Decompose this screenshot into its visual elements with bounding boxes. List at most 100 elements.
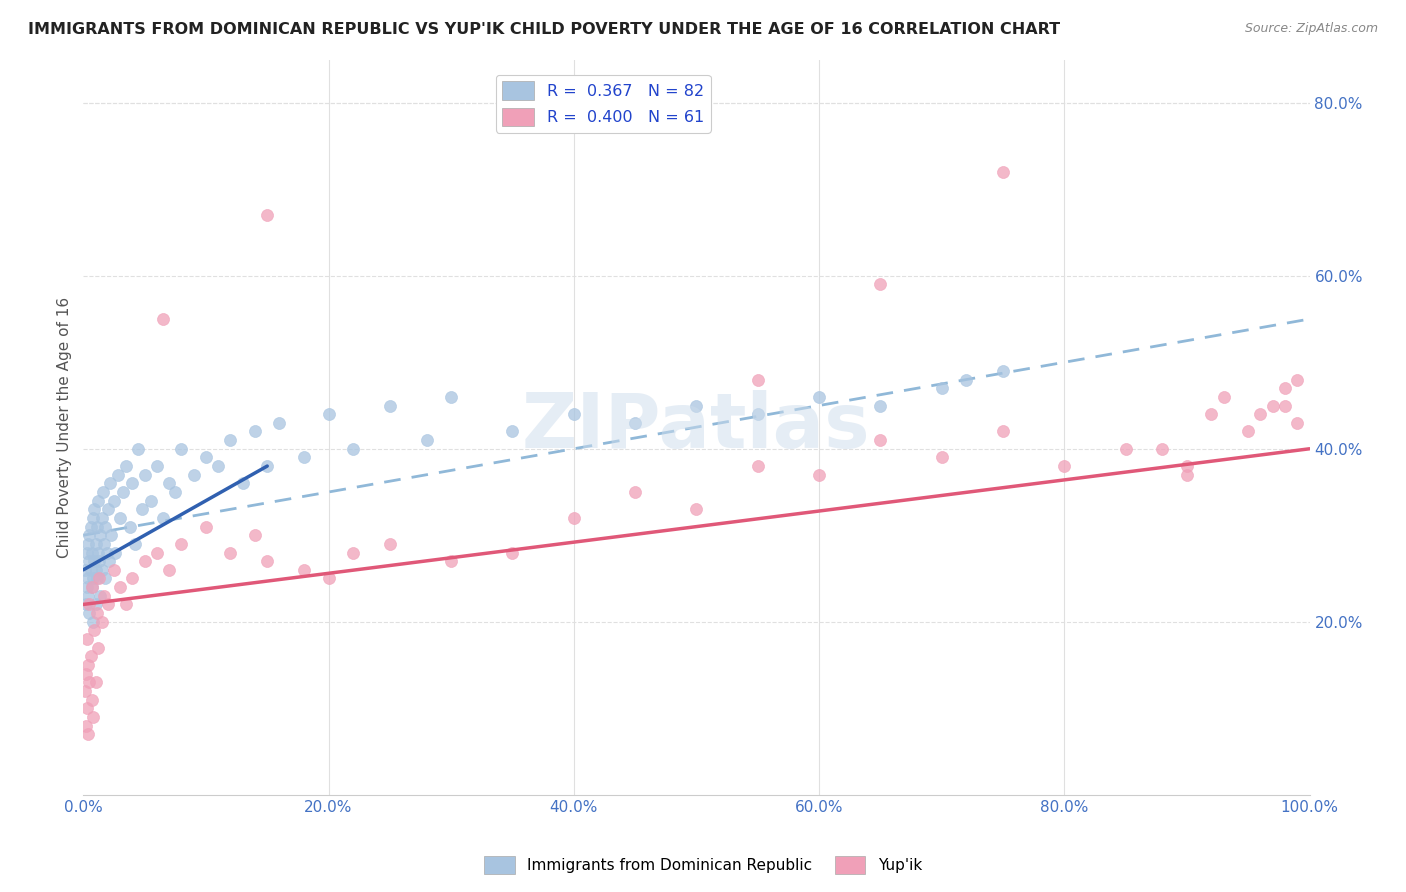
Point [1053, 458, 1076, 473]
Y-axis label: Child Poverty Under the Age of 16: Child Poverty Under the Age of 16 [58, 296, 72, 558]
Point [98, 554, 121, 568]
Point [991, 425, 1014, 439]
Point [134, 467, 156, 482]
Point [127, 442, 149, 456]
Point [562, 511, 585, 525]
Point [808, 467, 831, 482]
Point [124, 537, 146, 551]
Point [685, 502, 707, 516]
Point [146, 458, 169, 473]
Point [170, 442, 193, 456]
Point [256, 458, 278, 473]
Point [440, 390, 463, 404]
Point [86, 519, 108, 533]
Point [118, 519, 141, 533]
Point [134, 554, 156, 568]
Point [378, 537, 401, 551]
Point [869, 433, 891, 447]
Point [111, 485, 134, 500]
Point [931, 450, 953, 465]
Point [93, 537, 115, 551]
Point [685, 399, 707, 413]
Point [108, 511, 131, 525]
Point [82, 511, 104, 525]
Point [440, 554, 463, 568]
Point [89, 572, 111, 586]
Point [107, 467, 129, 482]
Point [955, 373, 977, 387]
Point [931, 381, 953, 395]
Point [79, 528, 101, 542]
Point [415, 433, 437, 447]
Point [624, 416, 647, 430]
Point [170, 537, 193, 551]
Point [83, 624, 105, 638]
Point [89, 554, 111, 568]
Point [97, 598, 120, 612]
Point [342, 442, 364, 456]
Point [79, 519, 101, 533]
Point [93, 589, 115, 603]
Point [100, 528, 122, 542]
Point [292, 450, 315, 465]
Text: IMMIGRANTS FROM DOMINICAN REPUBLIC VS YUP'IK CHILD POVERTY UNDER THE AGE OF 16 C: IMMIGRANTS FROM DOMINICAN REPUBLIC VS YU… [28, 22, 1060, 37]
Point [292, 563, 315, 577]
Point [108, 580, 131, 594]
Point [131, 502, 153, 516]
Point [256, 554, 278, 568]
Point [79, 563, 101, 577]
Point [76, 701, 98, 715]
Point [207, 458, 229, 473]
Point [84, 563, 107, 577]
Point [84, 598, 107, 612]
Legend: R =  0.367   N = 82, R =  0.400   N = 61: R = 0.367 N = 82, R = 0.400 N = 61 [496, 75, 710, 133]
Point [219, 433, 242, 447]
Point [77, 589, 100, 603]
Point [94, 572, 117, 586]
Point [991, 364, 1014, 378]
Point [146, 545, 169, 559]
Point [87, 545, 110, 559]
Point [194, 519, 217, 533]
Point [1274, 399, 1296, 413]
Point [75, 598, 97, 612]
Point [115, 458, 138, 473]
Point [747, 458, 769, 473]
Point [1175, 467, 1198, 482]
Point [77, 727, 100, 741]
Point [79, 606, 101, 620]
Point [562, 407, 585, 421]
Point [89, 589, 111, 603]
Point [103, 493, 125, 508]
Text: Source: ZipAtlas.com: Source: ZipAtlas.com [1244, 22, 1378, 36]
Point [243, 425, 266, 439]
Point [77, 537, 100, 551]
Point [86, 572, 108, 586]
Point [84, 537, 107, 551]
Point [869, 399, 891, 413]
Point [80, 580, 103, 594]
Point [115, 598, 138, 612]
Point [152, 312, 174, 326]
Point [75, 666, 97, 681]
Point [194, 450, 217, 465]
Point [1237, 425, 1260, 439]
Point [219, 545, 242, 559]
Point [808, 390, 831, 404]
Point [82, 710, 104, 724]
Point [89, 528, 111, 542]
Point [73, 684, 96, 698]
Point [90, 563, 112, 577]
Point [79, 554, 101, 568]
Point [342, 545, 364, 559]
Point [747, 407, 769, 421]
Text: ZIPatlas: ZIPatlas [522, 390, 870, 464]
Point [73, 563, 96, 577]
Point [869, 277, 891, 292]
Point [80, 580, 103, 594]
Point [80, 545, 103, 559]
Point [747, 373, 769, 387]
Point [75, 718, 97, 732]
Point [157, 476, 180, 491]
Point [139, 493, 162, 508]
